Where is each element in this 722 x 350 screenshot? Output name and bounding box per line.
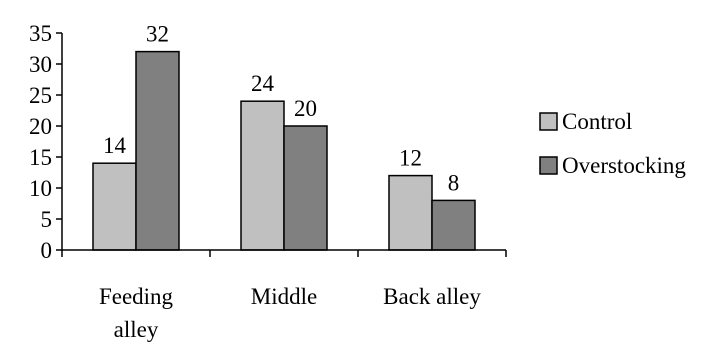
y-tick-label: 5 (41, 207, 53, 232)
legend-label: Control (562, 109, 632, 134)
data-label: 14 (103, 133, 127, 158)
y-tick-label: 15 (29, 145, 52, 170)
category-label: Back alley (383, 284, 481, 309)
y-tick-label: 20 (29, 114, 52, 139)
category-label: alley (114, 317, 159, 342)
category-label: Middle (251, 284, 317, 309)
bar-control-0 (92, 162, 137, 251)
bar-control-2 (388, 174, 433, 251)
legend: Control Overstocking (539, 109, 686, 178)
data-label: 32 (146, 22, 169, 47)
legend-label: Overstocking (562, 153, 686, 178)
bars: 14 32 24 20 12 8 (92, 22, 476, 251)
y-tick-label: 10 (29, 176, 52, 201)
y-tick-label: 30 (29, 52, 52, 77)
bar-control-1 (240, 100, 285, 251)
x-axis: Feeding alley Middle Back alley (61, 249, 507, 342)
y-tick-label: 0 (41, 238, 53, 263)
data-label: 20 (294, 96, 317, 121)
data-label: 24 (251, 71, 275, 96)
y-axis: 0 5 10 15 20 25 30 35 (29, 21, 63, 263)
category-label: Feeding (99, 284, 174, 309)
bar-overstocking-1 (283, 125, 328, 251)
y-tick-label: 25 (29, 83, 52, 108)
data-label: 8 (448, 170, 460, 195)
bar-overstocking-2 (431, 199, 476, 251)
data-label: 12 (399, 146, 422, 171)
y-tick-label: 35 (29, 21, 52, 46)
bar-overstocking-0 (135, 50, 180, 251)
legend-swatch-control (539, 112, 558, 131)
legend-swatch-overstocking (539, 156, 558, 175)
